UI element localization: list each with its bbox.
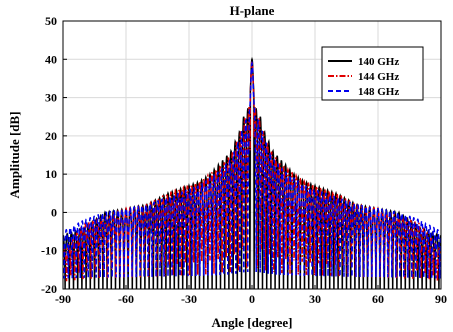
y-tick-label: -20 <box>41 282 57 296</box>
x-axis-label: Angle [degree] <box>212 315 293 330</box>
x-tick-label: -90 <box>55 292 71 306</box>
legend-label-144ghz: 144 GHz <box>358 71 399 83</box>
y-tick-label: 30 <box>45 91 57 105</box>
y-tick-label: 50 <box>45 14 57 28</box>
y-tick-label: 10 <box>45 167 57 181</box>
legend-label-148ghz: 148 GHz <box>358 86 399 98</box>
y-tick-label: 40 <box>45 52 57 66</box>
x-tick-label: 90 <box>435 292 447 306</box>
y-tick-label: -10 <box>41 244 57 258</box>
y-axis-label: Amplitude [dB] <box>7 111 22 198</box>
x-tick-label: -60 <box>118 292 134 306</box>
series-layer <box>63 56 441 289</box>
x-tick-label: 0 <box>249 292 255 306</box>
ticks: -90 -60 -30 0 30 60 90 -20 -10 0 10 20 30 40 50 <box>41 14 447 306</box>
chart-title: H-plane <box>230 3 275 18</box>
legend: 140 GHz 144 GHz 148 GHz <box>321 46 424 101</box>
series-line-148ghz <box>63 60 441 279</box>
y-tick-label: 20 <box>45 129 57 143</box>
x-tick-label: 30 <box>309 292 321 306</box>
x-tick-label: 60 <box>372 292 384 306</box>
y-tick-label: 0 <box>51 205 57 219</box>
legend-label-140ghz: 140 GHz <box>358 56 399 68</box>
x-tick-label: -30 <box>181 292 197 306</box>
